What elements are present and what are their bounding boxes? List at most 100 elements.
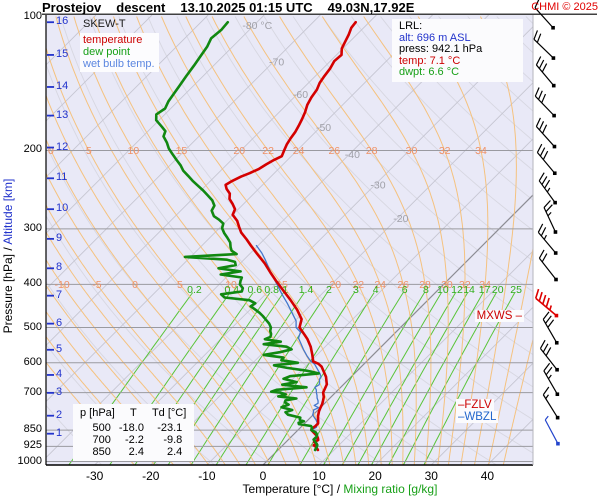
dry-adiabat-line — [176, 16, 533, 388]
isotherm-line — [374, 306, 533, 465]
isotherm-line — [46, 15, 265, 234]
info-altitude: alt: 696 m ASL — [399, 31, 471, 44]
moist-adiabat-label: 34 — [475, 145, 487, 157]
moist-adiabat-line — [211, 16, 404, 465]
table-row: 700 -2.2 -9.8 — [78, 434, 188, 446]
wind-barb — [537, 223, 558, 255]
pressure-tick-label: 400 — [23, 277, 42, 290]
wind-barb — [534, 288, 559, 318]
moist-adiabat-label: 34 — [479, 279, 491, 291]
temperature-curve — [224, 20, 358, 452]
pressure-tick-label: 500 — [23, 320, 42, 333]
moist-adiabat-line — [46, 138, 271, 465]
temperature-tick-label: 40 — [480, 469, 495, 483]
temperature-tick-label: -20 — [142, 469, 160, 483]
dry-adiabat-line — [321, 16, 533, 231]
mixing-ratio-label: 12 — [451, 284, 463, 296]
altitude-tick-label: 11 — [56, 171, 68, 184]
moist-adiabat-label: 22 — [352, 279, 364, 291]
moist-adiabat-label: 28 — [419, 279, 431, 291]
dry-adiabat-line — [46, 280, 216, 465]
moist-adiabat-line — [46, 231, 226, 465]
wind-barb — [538, 249, 558, 282]
pressure-tick-label: 700 — [23, 385, 42, 398]
moist-adiabat-line — [185, 16, 393, 465]
freezing-level-label: –FZLV — [456, 399, 494, 412]
dry-adiabat-line — [46, 62, 385, 465]
table-cell: 2.4 — [167, 446, 183, 458]
wind-barb — [544, 415, 560, 446]
moist-adiabat-line — [136, 16, 370, 465]
temperature-tick-label: 10 — [312, 469, 326, 483]
max-wind-speed-label: MXWS – — [474, 310, 524, 323]
temperature-tick-label: 20 — [368, 469, 382, 483]
moist-adiabat-line — [487, 246, 533, 465]
moist-adiabat-label: -10 — [55, 279, 70, 291]
wind-barb — [539, 339, 559, 372]
dry-adiabat-line — [351, 16, 533, 201]
dew-point-curve — [154, 20, 321, 452]
moist-adiabat-label: -5 — [92, 279, 101, 291]
mixing-ratio-label: 0.8 — [264, 284, 279, 296]
moist-adiabat-line — [46, 46, 302, 465]
moist-adiabat-line — [363, 16, 466, 465]
altitude-tick-label: 15 — [56, 47, 69, 60]
legend: temperature dew point wet bulb temp. — [80, 33, 159, 72]
sounding-curves — [154, 20, 358, 452]
altitude-tick-label: 10 — [56, 202, 69, 215]
isotherm-line — [318, 250, 533, 465]
wet-bulb-temperature-curve — [255, 244, 322, 451]
altitude-tick-label: 2 — [56, 408, 63, 421]
moist-adiabat-line — [417, 16, 489, 465]
moist-adiabat-line — [161, 16, 382, 465]
pressure-tick-label: 600 — [23, 355, 42, 368]
moist-adiabat-line — [55, 16, 317, 465]
mixing-ratio-label: 0.2 — [187, 284, 202, 296]
moist-adiabat-line — [321, 16, 449, 465]
wet-bulb-zero-label: –WBZL — [456, 411, 499, 424]
wind-barb — [535, 117, 557, 149]
legend-temperature: temperature — [83, 34, 143, 46]
mixing-ratio-label: 1.4 — [299, 284, 314, 296]
altitude-tick-label: 8 — [56, 261, 63, 274]
dry-adiabat-line — [380, 16, 533, 171]
mixing-ratio-label: 25 — [510, 284, 522, 296]
wind-barb — [542, 311, 559, 345]
table-cell: 850 — [92, 446, 111, 458]
mixing-ratio-label: 4 — [373, 284, 379, 296]
isotherm-line — [46, 15, 321, 290]
mixing-ratio-label: 17 — [479, 284, 491, 296]
pressure-tick-label: 100 — [23, 9, 42, 22]
altitude-tick-label: 4 — [56, 367, 63, 380]
table-cell: 500 — [92, 422, 111, 434]
moist-adiabat-line — [279, 16, 432, 465]
isotherm-line — [430, 362, 533, 465]
dry-adiabat-line — [46, 143, 329, 465]
sounding-coords: 49.03N,17.92E — [327, 0, 415, 15]
moist-adiabat-label: 0 — [48, 145, 54, 157]
mixing-ratio-line — [370, 292, 469, 465]
info-temperature: temp: 7.1 °C — [399, 54, 461, 67]
mixing-ratio-line — [322, 292, 425, 465]
moist-adiabat-label: 24 — [293, 145, 305, 157]
moist-adiabat-label: 5 — [177, 279, 183, 291]
dry-adiabat-line — [60, 16, 442, 465]
mixing-ratio-label: 2 — [326, 284, 332, 296]
isotherm-label: -80 °C — [242, 20, 272, 32]
table-header: p [hPa] — [80, 407, 115, 419]
moist-adiabat-label: 0 — [132, 279, 138, 291]
surface-info-box: LRL: alt: 696 m ASL press: 942.1 hPa tem… — [392, 19, 523, 82]
moist-adiabat-label: 26 — [328, 145, 340, 157]
wind-barb — [543, 200, 558, 234]
pressure-tick-label: 850 — [23, 423, 42, 436]
temperature-tick-label: -10 — [198, 469, 216, 483]
wind-barb — [542, 386, 560, 420]
moist-adiabat-label: 10 — [225, 279, 237, 291]
wind-barb-column — [533, 0, 560, 446]
table-row: 850 2.4 2.4 — [78, 446, 188, 458]
altitude-tick-label: 12 — [56, 140, 69, 153]
wind-barb — [534, 0, 555, 30]
altitude-tick-label: 14 — [56, 79, 69, 92]
moist-adiabat-label: 28 — [366, 145, 378, 157]
